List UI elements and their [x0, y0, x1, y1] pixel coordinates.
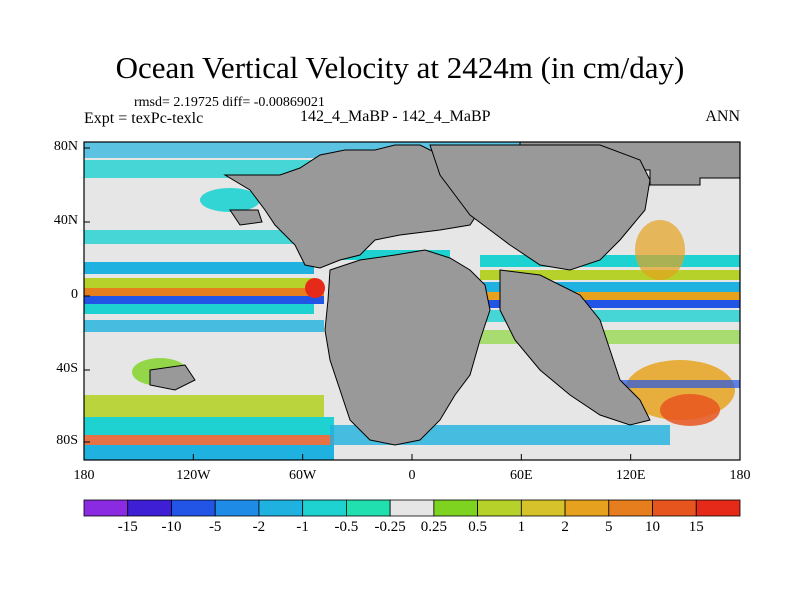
- land-island: [149, 364, 196, 391]
- colorbar-swatch: [345, 499, 391, 517]
- lat-tick-label: 40S: [56, 361, 78, 376]
- colorbar-swatch: [608, 499, 653, 517]
- colorbar-label: 1: [517, 519, 526, 535]
- colorbar-swatch: [695, 499, 741, 517]
- colorbar-swatch: [389, 499, 435, 517]
- lon-tick-label: 120E: [615, 468, 646, 483]
- field-patch: [635, 220, 685, 280]
- field-band: [84, 445, 334, 460]
- case-label: 142_4_MaBP - 142_4_MaBP: [300, 108, 491, 125]
- axis-ticks: [83, 147, 741, 460]
- lat-tick-label: 80N: [53, 139, 78, 154]
- land-south-america-africa: [324, 249, 491, 446]
- colorbar-label: 2: [561, 519, 569, 535]
- field-band: [480, 292, 740, 300]
- colorbar-label: 5: [605, 519, 613, 535]
- lat-tick-label: 80S: [56, 433, 78, 448]
- colorbar-swatch: [520, 499, 566, 517]
- colorbar-label: 0.5: [468, 519, 487, 535]
- lon-tick-label: 180: [729, 468, 751, 483]
- lon-tick-label: 60W: [289, 468, 317, 483]
- field-patch: [200, 188, 260, 212]
- colorbar-label: -15: [117, 519, 138, 535]
- lon-tick-label: 60E: [510, 468, 533, 483]
- field-band: [480, 300, 740, 308]
- colorbar-label: -0.25: [374, 519, 406, 535]
- colorbar-swatch: [214, 499, 260, 517]
- colorbar-label: 15: [688, 519, 704, 535]
- colorbar-swatch: [258, 499, 304, 517]
- season-label: ANN: [705, 108, 740, 125]
- colorbar-label: 10: [645, 519, 661, 535]
- field-band: [84, 395, 324, 417]
- lat-tick-label: 40N: [53, 213, 78, 228]
- stats-line: rmsd= 2.19725 diff= -0.00869021: [134, 95, 325, 110]
- land-masses: [149, 142, 740, 446]
- map-field: [84, 142, 740, 460]
- colorbar-label: 0.25: [420, 519, 447, 535]
- colorbar-label: -10: [161, 519, 182, 535]
- field-band: [84, 278, 314, 288]
- field-band: [84, 296, 324, 304]
- colorbar-swatch: [564, 499, 610, 517]
- experiment-label: Expt = texPc-texlc: [84, 110, 204, 127]
- field-band: [480, 270, 740, 280]
- colorbar-label: -5: [208, 519, 222, 535]
- field-band: [84, 160, 314, 178]
- field-band: [84, 320, 324, 332]
- lon-tick-label: 0: [408, 468, 416, 483]
- chart-title: Ocean Vertical Velocity at 2424m (in cm/…: [115, 50, 685, 85]
- field-band: [480, 255, 740, 267]
- colorbar: [83, 499, 741, 517]
- colorbar-label: -0.5: [334, 519, 359, 535]
- land-north-america: [223, 144, 481, 269]
- colorbar-swatch: [171, 499, 216, 517]
- colorbar-swatch: [83, 499, 129, 517]
- land-east: [499, 269, 651, 426]
- lat-tick-label: 0: [71, 287, 78, 302]
- field-patch: [305, 278, 325, 298]
- field-band: [330, 250, 450, 260]
- lon-tick-label: 120W: [176, 468, 211, 483]
- field-band: [84, 435, 334, 445]
- field-band: [84, 304, 314, 314]
- field-band: [84, 288, 324, 296]
- colorbar-swatch: [433, 499, 479, 517]
- field-band: [84, 417, 334, 435]
- field-band: [84, 262, 314, 274]
- colorbar-swatch: [652, 499, 697, 517]
- land-eurasia: [429, 144, 651, 271]
- lon-tick-label: 180: [73, 468, 95, 483]
- field-patch: [660, 394, 720, 426]
- colorbar-swatch: [477, 499, 522, 517]
- colorbar-swatch: [302, 499, 347, 517]
- land-island: [229, 209, 263, 226]
- field-band: [480, 282, 740, 292]
- colorbar-label: -1: [296, 519, 309, 535]
- field-band: [84, 230, 304, 244]
- colorbar-swatch: [127, 499, 172, 517]
- colorbar-label: -2: [252, 519, 266, 535]
- field-band: [600, 380, 740, 388]
